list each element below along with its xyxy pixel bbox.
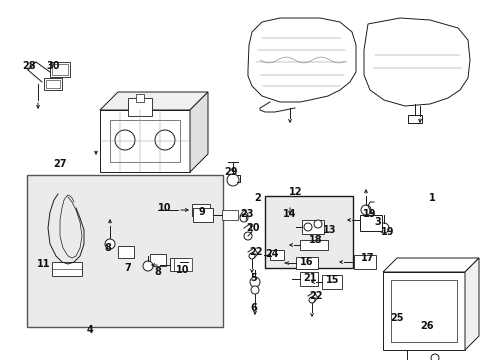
Bar [299,240,327,250]
Polygon shape [363,18,469,106]
Bar [110,120,180,162]
Bar [302,220,324,234]
Circle shape [250,286,259,294]
Text: 7: 7 [124,263,131,273]
Bar [50,62,70,77]
Text: 18: 18 [308,235,322,245]
Circle shape [105,239,115,249]
Bar [321,275,341,289]
Text: 1: 1 [428,193,434,203]
Text: 20: 20 [246,223,259,233]
Bar [52,64,68,75]
Text: 28: 28 [22,61,36,71]
Text: 12: 12 [289,187,302,197]
Circle shape [226,174,239,186]
Circle shape [142,261,153,271]
Text: 19: 19 [381,227,394,237]
Circle shape [308,297,314,303]
Text: 10: 10 [158,203,171,213]
Bar [174,258,192,271]
Bar [390,280,456,342]
Text: 2: 2 [254,193,261,203]
Polygon shape [100,92,207,110]
Text: 11: 11 [37,259,51,269]
Text: 8: 8 [104,243,111,253]
Bar [44,78,62,90]
Circle shape [155,130,175,150]
Bar [193,208,213,222]
Text: 5: 5 [250,273,257,283]
Text: 4: 4 [86,325,93,335]
Circle shape [304,223,311,231]
Text: 29: 29 [224,167,237,177]
Text: 14: 14 [283,209,296,219]
Bar [118,246,134,258]
Bar [264,196,352,268]
Polygon shape [464,258,478,350]
Circle shape [115,130,135,150]
Bar [192,204,209,216]
Bar [46,80,60,88]
Bar [170,258,187,271]
Bar [128,98,152,116]
Polygon shape [190,92,207,172]
Text: 10: 10 [176,265,189,275]
Bar [407,115,421,123]
Bar [150,254,165,266]
Circle shape [430,354,438,360]
Text: 22: 22 [308,291,322,301]
Bar [269,250,284,260]
Text: 30: 30 [46,61,60,71]
Bar [222,210,238,220]
Text: 9: 9 [198,207,205,217]
Circle shape [240,214,247,222]
Bar [52,262,82,276]
Text: 25: 25 [389,313,403,323]
Circle shape [244,232,251,240]
Text: 16: 16 [300,257,313,267]
Text: 24: 24 [264,249,278,259]
Text: 22: 22 [249,247,262,257]
Polygon shape [247,18,355,102]
Text: 13: 13 [323,225,336,235]
Text: 17: 17 [361,253,374,263]
Text: 26: 26 [419,321,433,331]
Text: 19: 19 [363,209,376,219]
Text: 27: 27 [53,159,67,169]
Text: 23: 23 [240,209,253,219]
Bar [136,94,143,102]
Bar [299,272,317,286]
Circle shape [360,205,370,215]
Polygon shape [382,258,478,272]
Bar [295,257,317,269]
Text: 21: 21 [303,273,316,283]
Circle shape [249,277,260,287]
Bar [353,255,375,269]
Text: 3: 3 [374,217,381,227]
Circle shape [248,253,254,259]
Bar [27,175,223,327]
Bar [382,272,464,350]
Bar [359,215,381,231]
Text: 15: 15 [325,275,339,285]
Bar [100,110,190,172]
Text: 6: 6 [250,303,257,313]
Text: 8: 8 [154,267,161,277]
Circle shape [313,220,321,228]
Circle shape [378,223,388,233]
